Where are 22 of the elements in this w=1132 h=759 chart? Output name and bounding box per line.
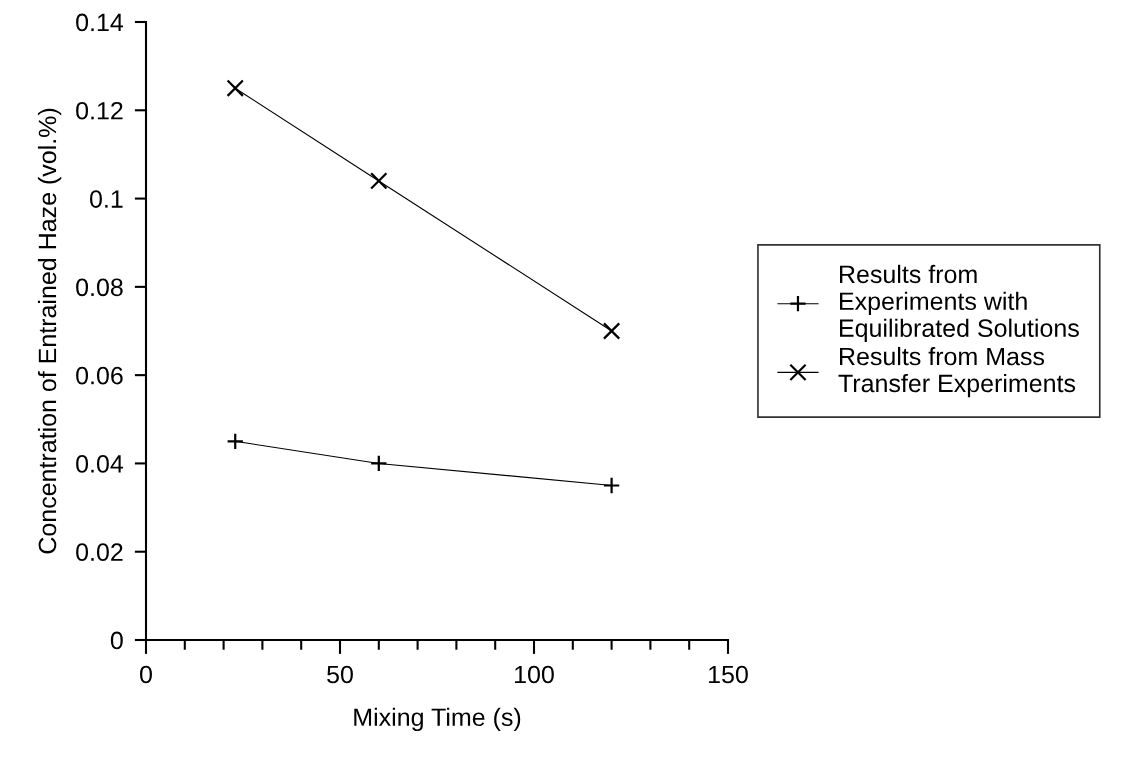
y-tick-label: 0 bbox=[110, 631, 123, 650]
y-tick-label: 0.04 bbox=[76, 455, 124, 473]
x-tick-label: 100 bbox=[515, 665, 554, 684]
x-tick-label: 0 bbox=[140, 665, 152, 684]
point bbox=[370, 454, 388, 473]
x-axis-title: Mixing Time (s) bbox=[354, 707, 521, 732]
point bbox=[226, 79, 244, 97]
x-tick-label: 150 bbox=[709, 665, 748, 684]
y-tick-label: 0.08 bbox=[76, 278, 123, 297]
y-tick-label: 0.12 bbox=[76, 101, 123, 120]
y-tick-label: 0.14 bbox=[76, 13, 124, 32]
point bbox=[370, 172, 388, 190]
point bbox=[602, 322, 621, 340]
legend-label: Results from Mass Transfer Experiments bbox=[838, 346, 1076, 398]
point bbox=[602, 476, 621, 495]
y-tick-label: 0.02 bbox=[76, 543, 123, 562]
point bbox=[226, 432, 244, 451]
y-tick-label: 0.1 bbox=[90, 190, 123, 208]
y-axis-title: Concentration of Entrained Haze (vol.%) bbox=[37, 108, 62, 554]
x-tick-label: 50 bbox=[327, 665, 353, 684]
y-tick-label: 0.06 bbox=[76, 366, 123, 385]
legend-label: Results from Experiments with Equilibrated Solutions bbox=[840, 264, 1079, 342]
